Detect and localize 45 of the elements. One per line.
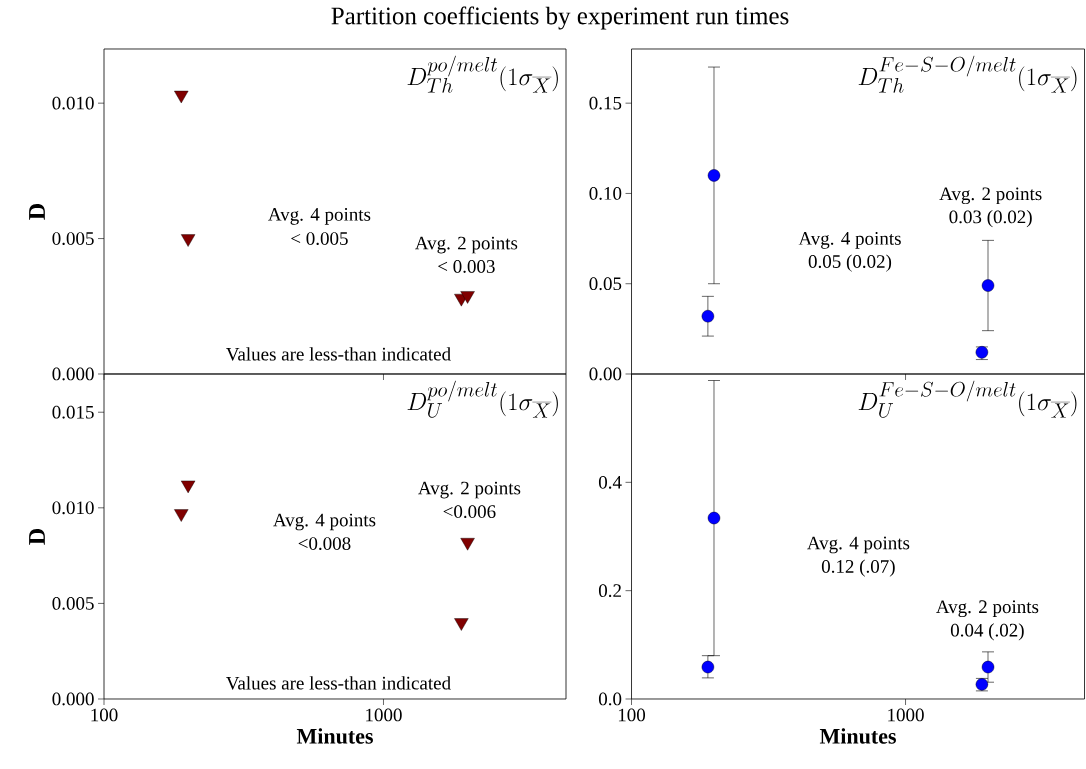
y-tick-label: 0.010 (52, 96, 94, 110)
annotation: < 0.003 (438, 260, 495, 273)
chart-title: Partition coefficients by experiment run times (331, 6, 789, 30)
text: $D_{Th}^{po/melt}(1\sigma_{\overline{X}})$ (407, 55, 558, 93)
y-tick-label: 0.015 (52, 405, 94, 419)
annotation: Avg. 2 points (939, 187, 1042, 205)
y-tick-label: 0.10 (589, 187, 622, 200)
y-tick-label: 0.000 (52, 692, 94, 706)
x-tick-label: 100 (91, 708, 118, 722)
annotation: 0.04 (.02) (950, 623, 1024, 641)
y-tick-label: 0.2 (598, 584, 621, 598)
annotation: 0.03 (0.02) (949, 209, 1032, 228)
y-tick-label: 0.005 (52, 596, 94, 610)
annotation: Values are less-than indicated (226, 347, 451, 361)
annotation: Avg. 4 points (798, 232, 901, 249)
y-tick-label: 0.4 (598, 475, 622, 489)
y-tick-label: 0.010 (52, 501, 94, 515)
x-axis-title: Minutes (819, 728, 896, 744)
y-axis-title: D (29, 204, 45, 220)
y-tick-label: 0.000 (52, 367, 94, 381)
annotation: 0.12 (.07) (821, 559, 895, 577)
annotation: Avg. 2 points (936, 600, 1039, 618)
text: $D_{U}^{Fe{-}S{-}O/melt}(1\sigma_{\overline{X}})$ (858, 380, 1077, 418)
y-axis-title: D (29, 529, 45, 545)
y-tick-label: 0.0 (598, 692, 622, 706)
annotation: Avg. 2 points (415, 236, 518, 254)
annotation: <0.006 (443, 505, 496, 519)
annotation: Avg. 2 points (418, 481, 521, 499)
annotation: < 0.005 (291, 232, 348, 246)
y-tick-label: 0.15 (589, 96, 622, 110)
y-tick-label: 0.05 (589, 277, 622, 291)
x-tick-label: 1000 (366, 708, 402, 722)
x-tick-label: 1000 (888, 708, 924, 722)
x-axis-title: Minutes (296, 728, 373, 744)
text: $D_{U}^{po/melt}(1\sigma_{\overline{X}})$ (407, 380, 558, 418)
y-tick-label: 0.00 (589, 367, 622, 381)
annotation: Avg. 4 points (807, 536, 910, 554)
annotation: <0.008 (298, 537, 351, 551)
y-tick-label: 0.005 (52, 232, 94, 246)
text: $D_{Th}^{Fe{-}S{-}O/melt}(1\sigma_{\overline{X}})$ (858, 55, 1077, 93)
annotation: 0.05 (0.02) (808, 254, 892, 272)
annotation: Avg. 4 points (268, 208, 371, 225)
x-tick-label: 100 (618, 708, 646, 722)
annotation: Avg. 4 points (273, 513, 376, 531)
annotation: Values are less-than indicated (226, 676, 451, 690)
